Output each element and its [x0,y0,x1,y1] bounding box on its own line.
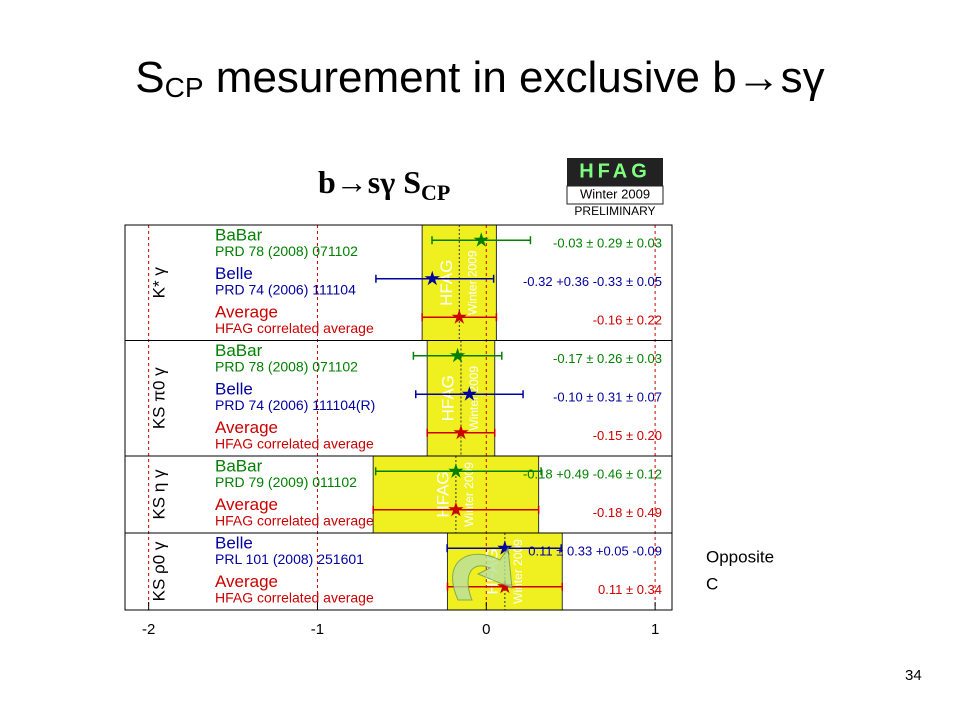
reference: PRD 78 (2008) 071102 [215,243,358,259]
central-value [497,578,513,594]
band-layer: HFAG Winter 2009 HFAG Winter 2009 HFAG Winter… [372,224,563,611]
value-label: 0.11 ± 0.34 [598,582,662,597]
x-tick-label: -1 [311,621,324,638]
reference: HFAG correlated average [215,589,374,605]
value-label: 0.11 ± 0.33 +0.05 -0.09 [528,544,662,559]
badge-subbox [566,185,664,205]
experiment-name: Average [215,572,278,591]
central-value [448,501,464,517]
central-value [453,424,469,440]
experiment-name: Belle [215,534,253,553]
band-watermark: Winter 2009 [462,462,476,527]
title-sub: CP [165,72,204,103]
reference: HFAG correlated average [215,512,374,528]
central-value [424,270,440,286]
group-label: KS ρ0 γ [149,541,168,601]
reference: PRD 78 (2008) 071102 [215,358,358,374]
annotation: Opposite [706,547,774,566]
value-label: -0.18 ± 0.49 [593,505,662,520]
title-rest: mesurement in exclusive b→sγ [204,53,825,102]
experiment-name: BaBar [215,457,263,476]
experiment-name: Belle [215,264,253,283]
chart-title: b→sγ SCP [318,164,450,205]
value-label: -0.15 ± 0.20 [593,428,662,443]
central-value [450,347,466,363]
x-tick-label: -2 [142,621,155,638]
central-value [451,309,467,324]
chart-title-sub: CP [421,180,450,205]
band-watermark: HFAG [433,471,452,517]
chart-title-main: b→sγ S [318,164,421,200]
grid-layer [148,225,656,610]
value-label: -0.32 +0.36 -0.33 ± 0.05 [523,274,662,289]
reference: PRD 79 (2009) 011102 [215,474,357,490]
central-value [497,540,513,555]
band-watermark: Winter 2009 [511,539,525,604]
reference: HFAG correlated average [215,435,374,451]
experiment-name: Average [215,418,278,437]
band-watermark: Winter 2009 [465,250,479,315]
plot-frame [124,224,673,611]
value-label: -0.03 ± 0.29 ± 0.03 [553,236,662,251]
group-label: KS π0 γ [149,367,168,429]
central-value [448,463,464,478]
central-value [461,386,477,401]
badge-box [567,158,663,186]
experiment-name: Belle [215,380,253,399]
experiment-name: BaBar [215,226,263,245]
reference: HFAG correlated average [215,320,374,336]
value-label: -0.18 +0.49 -0.46 ± 0.12 [523,467,662,482]
x-tick-label: 1 [651,621,659,638]
experiment-name: BaBar [215,341,263,360]
experiment-name: Average [215,303,278,322]
badge-season: Winter 2009 [580,186,650,201]
group-label: K* γ [149,267,168,299]
badge-status: PRELIMINARY [574,204,655,218]
value-label: -0.17 ± 0.26 ± 0.03 [553,351,662,366]
badge-title: HFAG [579,160,651,182]
annotation: C [706,574,718,593]
group-label: KS η γ [149,469,168,520]
reference: PRD 74 (2006) 111104(R) [215,397,375,413]
band-watermark: HFAG [438,375,457,421]
page-number: 34 [905,667,922,684]
x-tick-label: 0 [482,621,490,638]
reference: PRD 74 (2006) 111104 [215,281,356,297]
band-watermark: HFAG [437,260,456,306]
value-label: -0.10 ± 0.31 ± 0.07 [553,390,662,405]
title-main: S [135,53,164,102]
band-watermark: Winter 2009 [467,366,481,431]
experiment-name: Average [215,495,278,514]
reference: PRL 101 (2008) 251601 [215,551,364,567]
slide-title: SCP mesurement in exclusive b→sγ [135,53,824,104]
curved-arrow [452,546,513,601]
value-label: -0.16 ± 0.22 [593,313,662,328]
central-value [473,232,489,247]
